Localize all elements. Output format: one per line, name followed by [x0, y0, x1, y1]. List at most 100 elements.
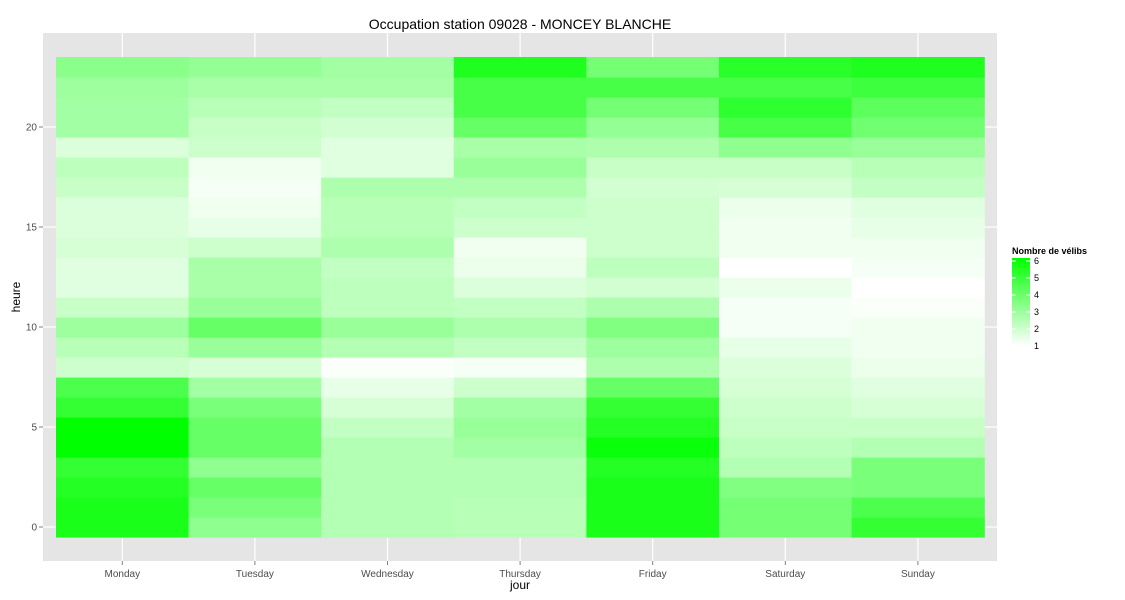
heatmap-cell: Sunday 21: 4.2	[851, 97, 985, 118]
legend-label: 2	[1034, 324, 1039, 334]
heatmap-cell: Thursday 6: 2.8	[453, 397, 587, 418]
heatmap-cell: Saturday 21: 5.1	[719, 97, 853, 118]
heatmap-cell: Wednesday 0: 2.5	[321, 517, 455, 538]
heatmap-cell: Sunday 8: 1.4	[851, 357, 985, 378]
heatmap-cell: Saturday 1: 3.7	[719, 497, 853, 518]
heatmap-cell: Monday 10: 2.9	[56, 317, 190, 338]
heatmap-cell: Monday 5: 6	[56, 417, 190, 438]
heatmap-cell: Sunday 19: 3	[851, 137, 985, 158]
heatmap-cell: Tuesday 4: 4	[188, 437, 322, 458]
heatmap-cell: Wednesday 15: 2.4	[321, 217, 455, 238]
heatmap-cell: Wednesday 5: 2.2	[321, 417, 455, 438]
heatmap-cell: Wednesday 8: 1.1	[321, 357, 455, 378]
heatmap-cell: Tuesday 11: 3	[188, 297, 322, 318]
chart-title: Occupation station 09028 - MONCEY BLANCH…	[369, 16, 671, 32]
heatmap-cell: Thursday 21: 4.6	[453, 97, 587, 118]
heatmap-cell: Friday 22: 4.6	[586, 77, 720, 98]
heatmap-cell: Saturday 7: 1.8	[719, 377, 853, 398]
heatmap-cell: Tuesday 6: 3.6	[188, 397, 322, 418]
heatmap-cell: Wednesday 1: 2.5	[321, 497, 455, 518]
heatmap-cell: Tuesday 12: 2.7	[188, 277, 322, 298]
y-tick-label: 5	[31, 423, 37, 434]
heatmap-cell: Saturday 17: 1.8	[719, 177, 853, 198]
heatmap-cell: Wednesday 19: 1.6	[321, 137, 455, 158]
heatmap-cell: Saturday 2: 3.5	[719, 477, 853, 498]
legend-title: Nombre de vélibs	[1012, 246, 1087, 256]
heatmap-cell: Thursday 3: 2.5	[453, 457, 587, 478]
heatmap-cell: Saturday 13: 1	[719, 257, 853, 278]
legend-labels: 6 5 4 3 2 1	[1012, 256, 1039, 351]
heatmap-cell: Wednesday 11: 2.3	[321, 297, 455, 318]
y-tick-label: 15	[26, 223, 38, 234]
x-axis-title: jour	[509, 578, 530, 592]
heatmap-cell: Saturday 16: 1.4	[719, 197, 853, 218]
x-axis: Monday Tuesday Wednesday Thursday Friday Satu…	[105, 561, 935, 580]
heatmap-cell: Thursday 7: 2	[453, 377, 587, 398]
heatmap-cell: Wednesday 17: 2.6	[321, 177, 455, 198]
heatmap-cell: Thursday 19: 2.7	[453, 137, 587, 158]
heatmap-cell: Thursday 22: 4.6	[453, 77, 587, 98]
heatmap-cell: Friday 6: 5	[586, 397, 720, 418]
heatmap-cell: Tuesday 20: 2.1	[188, 117, 322, 138]
heatmap-cell: Friday 7: 4	[586, 377, 720, 398]
heatmap-cell: Sunday 11: 1.1	[851, 297, 985, 318]
heatmap-cell: Monday 11: 2.1	[56, 297, 190, 318]
legend-label: 3	[1034, 307, 1039, 317]
heatmap-cell: Wednesday 6: 1.8	[321, 397, 455, 418]
heatmap-cell: Monday 21: 2.8	[56, 97, 190, 118]
heatmap-cell: Wednesday 10: 3	[321, 317, 455, 338]
heatmap-cell: Thursday 0: 2.4	[453, 517, 587, 538]
heatmap-cell: Friday 19: 2.6	[586, 137, 720, 158]
heatmap-cell: Sunday 4: 2.5	[851, 437, 985, 458]
heatmap-cell: Thursday 8: 1.2	[453, 357, 587, 378]
heatmap-cell: Thursday 23: 5.4	[453, 57, 587, 78]
heatmap-cell: Saturday 6: 2	[719, 397, 853, 418]
heatmap-cell: Thursday 9: 2.2	[453, 337, 587, 358]
heatmap-cell: Friday 0: 5.5	[586, 517, 720, 538]
heatmap-cell: Sunday 17: 2.2	[851, 177, 985, 198]
heatmap-cell: Wednesday 21: 2.2	[321, 97, 455, 118]
heatmap-cell: Monday 4: 6	[56, 437, 190, 458]
heatmap-cell: Wednesday 20: 1.9	[321, 117, 455, 138]
heatmap-cell: Saturday 11: 1.2	[719, 297, 853, 318]
heatmap-cell: Friday 18: 2.1	[586, 157, 720, 178]
heatmap-cell: Monday 19: 1.7	[56, 137, 190, 158]
heatmap-cell: Tuesday 1: 3.6	[188, 497, 322, 518]
heatmap-cell: Saturday 14: 1.3	[719, 237, 853, 258]
y-tick-label: 10	[26, 323, 38, 334]
heatmap-cell: Wednesday 22: 2.7	[321, 77, 455, 98]
heatmap-cell: Friday 13: 2.3	[586, 257, 720, 278]
heatmap-cell: Friday 8: 2.6	[586, 357, 720, 378]
heatmap-cell: Tuesday 3: 3.2	[188, 457, 322, 478]
heatmap-cell: Monday 18: 2.3	[56, 157, 190, 178]
heatmap-cell: Friday 3: 5.3	[586, 457, 720, 478]
heatmap-cell: Tuesday 23: 3.1	[188, 57, 322, 78]
heatmap-cell: Sunday 2: 3.6	[851, 477, 985, 498]
heatmap-cell: Monday 6: 5	[56, 397, 190, 418]
heatmap-cell: Friday 1: 5.5	[586, 497, 720, 518]
heatmap-cell: Tuesday 5: 4	[188, 417, 322, 438]
heatmap-cell: Friday 17: 1.9	[586, 177, 720, 198]
heatmap-cell: Saturday 12: 1.4	[719, 277, 853, 298]
y-axis-title: heure	[9, 281, 23, 312]
heatmap-cell: Saturday 9: 1.5	[719, 337, 853, 358]
heatmap-cell: Monday 8: 2	[56, 357, 190, 378]
heatmap-cell: Wednesday 18: 1.6	[321, 157, 455, 178]
heatmap-cell: Thursday 12: 1.7	[453, 277, 587, 298]
legend-colorbar	[1012, 258, 1030, 346]
heatmap-cell: Wednesday 4: 2.5	[321, 437, 455, 458]
heatmap-cell: Wednesday 14: 2.6	[321, 237, 455, 258]
heatmap-cell: Friday 11: 2.6	[586, 297, 720, 318]
x-tick-label: Thursday	[499, 569, 541, 580]
heatmap-cell: Thursday 5: 3	[453, 417, 587, 438]
y-tick-label: 20	[26, 123, 38, 134]
heatmap-cell: Friday 5: 5.3	[586, 417, 720, 438]
heatmap-cell: Friday 23: 3.7	[586, 57, 720, 78]
x-tick-label: Wednesday	[361, 569, 414, 580]
heatmap-cell: Thursday 13: 1.4	[453, 257, 587, 278]
heatmap-cell: Thursday 1: 2.4	[453, 497, 587, 518]
heatmap-cell: Tuesday 15: 1.5	[188, 217, 322, 238]
heatmap-cell: Thursday 20: 4	[453, 117, 587, 138]
heatmap-cell: Friday 14: 2	[586, 237, 720, 258]
heatmap-cell: Wednesday 3: 2.5	[321, 457, 455, 478]
